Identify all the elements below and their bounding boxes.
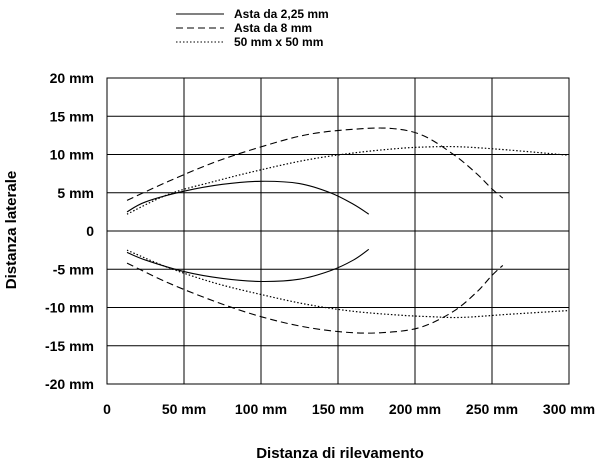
legend-label-2: Asta da 8 mm	[234, 21, 312, 35]
y-axis-title: Distanza laterale	[3, 171, 20, 289]
x-axis-title: Distanza di rilevamento	[256, 445, 424, 462]
y-tick-label: -10 mm	[45, 300, 94, 316]
y-tick-label: -20 mm	[45, 376, 94, 392]
series-3-upper-line	[126, 145, 570, 215]
x-tick-label: 150 mm	[312, 401, 364, 417]
series-lines	[126, 127, 570, 334]
x-tick-label: 300 mm	[543, 401, 595, 417]
legend-label-1: Asta da 2,25 mm	[234, 7, 329, 21]
y-tick-label: 0	[86, 223, 94, 239]
series-2-lower-line	[126, 262, 504, 334]
y-tick-label: 5 mm	[57, 185, 94, 201]
x-tick-label: 50 mm	[162, 401, 206, 417]
y-tick-label: 10 mm	[50, 147, 94, 163]
y-tick-label: 15 mm	[50, 108, 94, 124]
y-tick-label: 20 mm	[50, 70, 94, 86]
series-1-upper-line	[126, 180, 370, 215]
plot-frame	[106, 77, 570, 385]
legend-label-3: 50 mm x 50 mm	[234, 35, 323, 49]
x-tick-label: 250 mm	[466, 401, 518, 417]
grid	[106, 77, 570, 385]
series-3-lower-line	[126, 249, 570, 319]
y-tick-label: -15 mm	[45, 338, 94, 354]
x-tick-label: 100 mm	[235, 401, 287, 417]
x-tick-label: 200 mm	[389, 401, 441, 417]
y-tick-labels: 20 mm 15 mm 10 mm 5 mm 0 -5 mm -10 mm -15 mm -20…	[45, 70, 94, 392]
y-tick-label: -5 mm	[53, 261, 94, 277]
x-tick-label: 0	[103, 401, 111, 417]
series-2-upper-line	[126, 127, 504, 201]
series-1-lower-line	[126, 248, 370, 283]
x-tick-labels: 0 50 mm 100 mm 150 mm 200 mm 250 mm 300 mm	[103, 401, 595, 417]
